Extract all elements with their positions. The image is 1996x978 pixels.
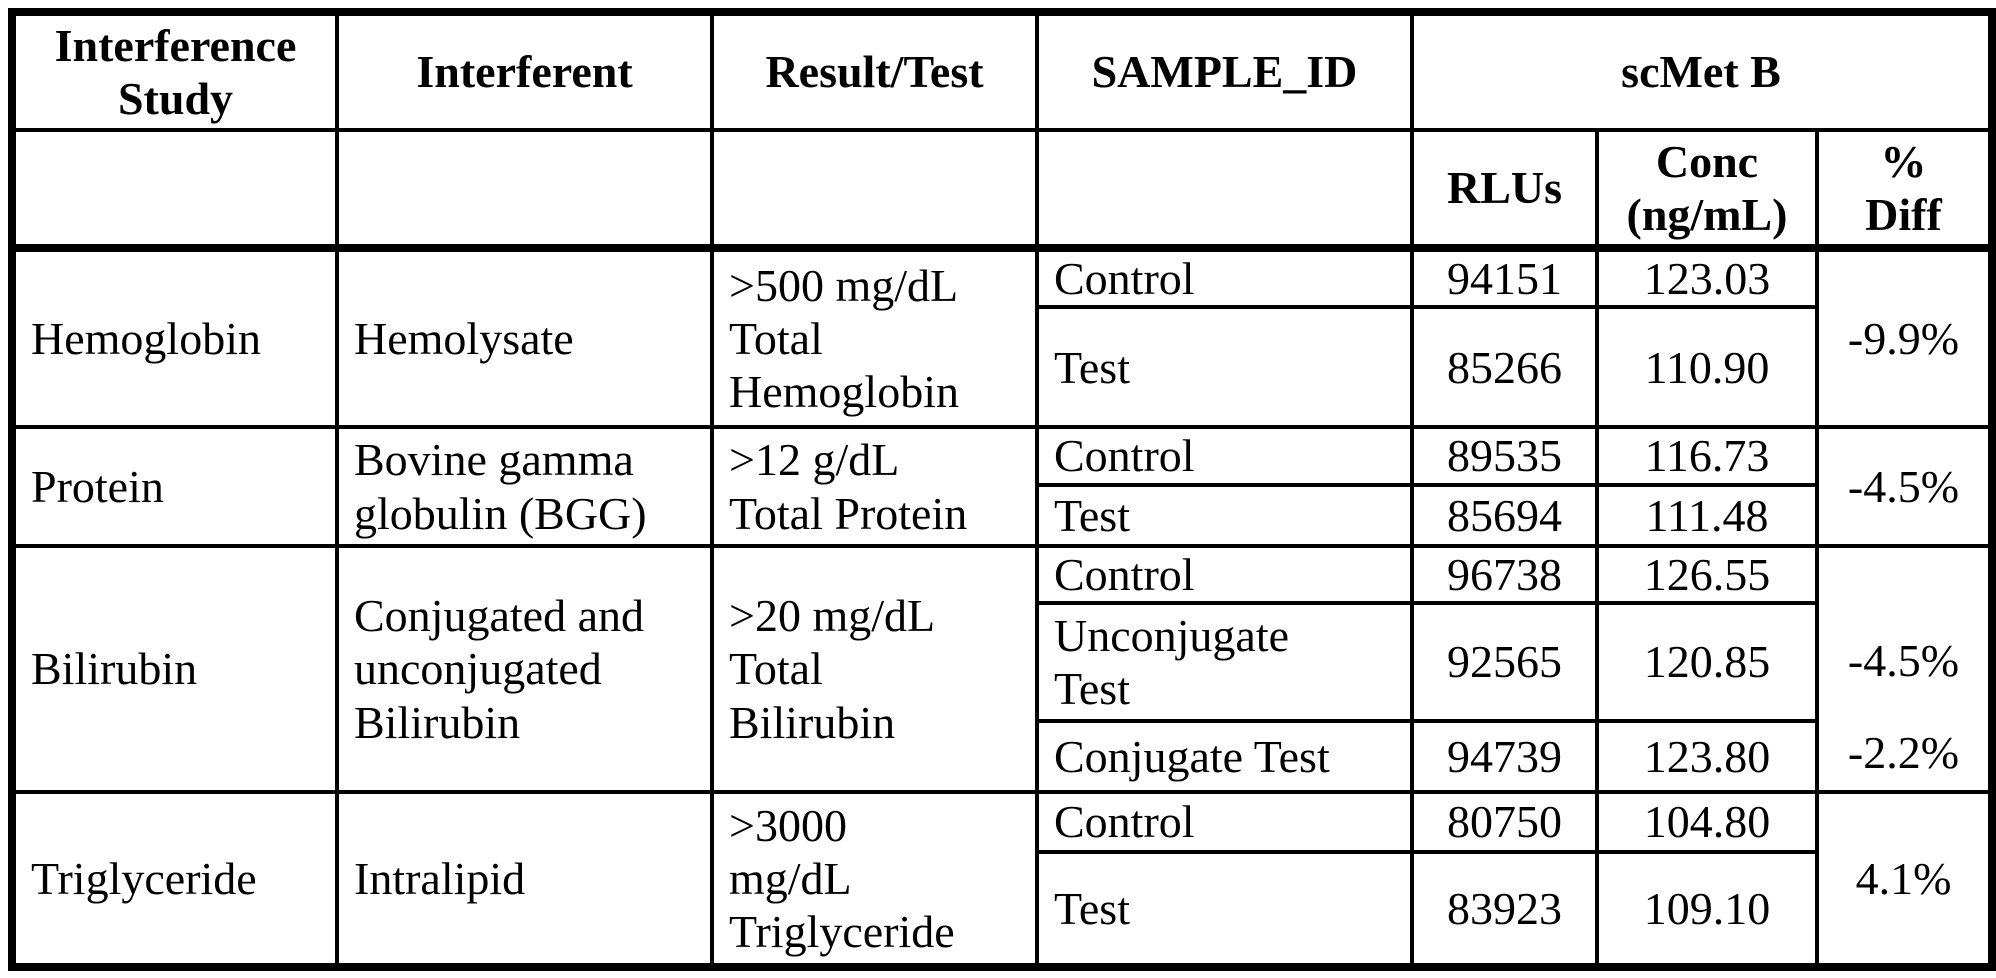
cell-conc: 120.85	[1595, 601, 1819, 724]
cell-conc: 116.73	[1595, 425, 1819, 487]
cell-study-protein: Protein	[10, 425, 339, 548]
header-empty-cell	[1035, 128, 1414, 252]
cell-conc: 109.10	[1595, 850, 1819, 970]
cell-result-protein: >12 g/dL Total Protein	[710, 425, 1039, 548]
cell-sample-id: Test	[1035, 850, 1414, 970]
header-result-test: Result/Test	[710, 10, 1039, 132]
cell-sample-id: Conjugate Test	[1035, 719, 1414, 795]
cell-pct-diff-hemoglobin: -9.9%	[1815, 245, 1994, 430]
cell-rlus: 89535	[1410, 425, 1599, 487]
pct-diff-conjugate: -2.2%	[1847, 727, 1960, 779]
cell-conc: 126.55	[1595, 543, 1819, 606]
header-scmet-b: scMet B	[1410, 10, 1994, 132]
cell-rlus: 96738	[1410, 543, 1599, 606]
cell-rlus: 85266	[1410, 305, 1599, 430]
table-row: Test 83923 109.10	[12, 850, 1992, 970]
cell-interferent-bgg: Bovine gamma globulin (BGG)	[335, 425, 714, 548]
table-row: Conjugate Test 94739 123.80	[12, 719, 1992, 795]
table-row: Protein Bovine gamma globulin (BGG) >12 …	[10, 425, 1994, 548]
cell-conc: 123.80	[1595, 719, 1819, 795]
cell-sample-id: Control	[1035, 245, 1414, 310]
cell-result-bilirubin: >20 mg/dL Total Bilirubin	[710, 543, 1039, 795]
header-interference-study: Interference Study	[10, 10, 339, 132]
header-sample-id: SAMPLE_ID	[1035, 10, 1414, 132]
cell-pct-diff-triglyceride: 4.1%	[1815, 790, 1994, 970]
header-conc: Conc (ng/mL)	[1595, 128, 1819, 252]
cell-rlus: 83923	[1410, 850, 1599, 970]
cell-interferent-bilirubin: Conjugated and unconjugated Bilirubin	[335, 543, 714, 795]
cell-interferent-intralipid: Intralipid	[335, 790, 714, 970]
pct-diff-unconjugate: -4.5%	[1847, 634, 1960, 686]
interference-study-table: Interference Study Interferent Result/Te…	[8, 8, 1996, 972]
table-row: Triglyceride Intralipid >3000 mg/dL Trig…	[10, 790, 1994, 970]
header-pct-diff: % Diff	[1815, 128, 1994, 252]
cell-sample-id: Control	[1035, 790, 1414, 855]
header-empty-cell	[710, 128, 1039, 252]
header-row-1: Interference Study Interferent Result/Te…	[10, 10, 1994, 132]
pct-diff-spacer	[1821, 550, 1988, 603]
header-interferent: Interferent	[335, 10, 714, 132]
cell-study-hemoglobin: Hemoglobin	[10, 245, 339, 430]
table-row: Test 85266 110.90	[12, 305, 1992, 430]
cell-sample-id: Test	[1035, 305, 1414, 430]
cell-rlus: 92565	[1410, 601, 1599, 724]
cell-sample-id: Control	[1035, 543, 1414, 606]
header-row-2: RLUs Conc (ng/mL) % Diff	[10, 128, 1994, 252]
cell-sample-id: Unconjugate Test	[1035, 601, 1414, 724]
cell-sample-id: Test	[1035, 482, 1414, 548]
pct-diff-stack: -4.5% -2.2%	[1821, 550, 1988, 788]
table-row: Test 85694 111.48	[12, 482, 1992, 548]
cell-conc: 110.90	[1595, 305, 1819, 430]
cell-study-triglyceride: Triglyceride	[10, 790, 339, 970]
header-empty-cell	[335, 128, 714, 252]
cell-pct-diff-bilirubin: -4.5% -2.2%	[1815, 543, 1994, 795]
table-row: Hemoglobin Hemolysate >500 mg/dL Total H…	[10, 245, 1994, 430]
cell-conc: 104.80	[1595, 790, 1819, 855]
cell-sample-id: Control	[1035, 425, 1414, 487]
cell-rlus: 85694	[1410, 482, 1599, 548]
header-rlus: RLUs	[1410, 128, 1599, 252]
table-row: Bilirubin Conjugated and unconjugated Bi…	[10, 543, 1994, 795]
cell-interferent-hemolysate: Hemolysate	[335, 245, 714, 430]
cell-result-triglyceride: >3000 mg/dL Triglyceride	[710, 790, 1039, 970]
cell-conc: 111.48	[1595, 482, 1819, 548]
cell-rlus: 94739	[1410, 719, 1599, 795]
cell-rlus: 94151	[1410, 245, 1599, 310]
table-row: Unconjugate Test 92565 120.85	[12, 601, 1992, 724]
cell-rlus: 80750	[1410, 790, 1599, 855]
cell-result-hemoglobin: >500 mg/dL Total Hemoglobin	[710, 245, 1039, 430]
header-empty-cell	[10, 128, 339, 252]
cell-conc: 123.03	[1595, 245, 1819, 310]
cell-study-bilirubin: Bilirubin	[10, 543, 339, 795]
cell-pct-diff-protein: -4.5%	[1815, 425, 1994, 548]
